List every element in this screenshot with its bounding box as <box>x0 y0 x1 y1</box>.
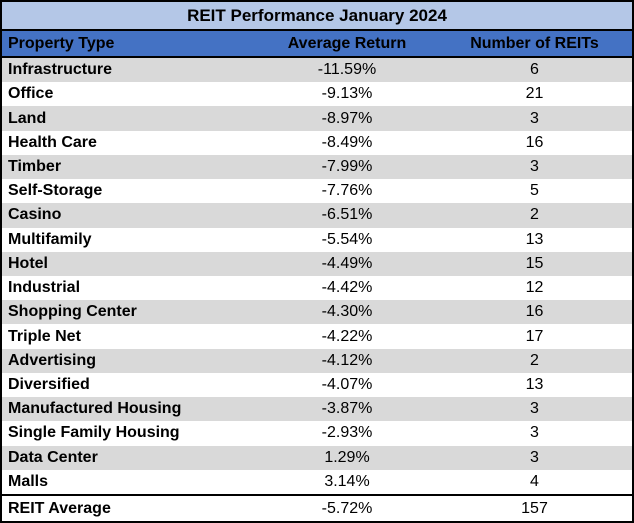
table-row: Multifamily -5.54% 13 <box>2 227 632 252</box>
table-row: Infrastructure -11.59% 6 <box>2 58 632 83</box>
reit-count-cell: 5 <box>530 182 539 200</box>
reit-count-cell: 3 <box>530 157 539 175</box>
table-footer-row: REIT Average -5.72% 157 <box>2 494 632 521</box>
footer-reit-count: 157 <box>521 499 548 517</box>
column-header-average-return: Average Return <box>287 34 407 52</box>
reit-count-cell: 3 <box>530 424 539 442</box>
table-title-text: REIT Performance January 2024 <box>187 5 447 25</box>
average-return-cell: 3.14% <box>324 472 370 490</box>
table-row: Timber -7.99% 3 <box>2 154 632 180</box>
reit-count-cell: 4 <box>530 472 539 490</box>
table-row: Health Care -8.49% 16 <box>2 130 632 155</box>
property-type-cell: Single Family Housing <box>8 424 180 442</box>
property-type-cell: Data Center <box>8 448 98 466</box>
property-type-cell: Malls <box>8 472 49 490</box>
table-row: Land -8.97% 3 <box>2 106 632 131</box>
property-type-cell: Shopping Center <box>8 303 137 321</box>
average-return-cell: -4.42% <box>321 279 373 297</box>
footer-average-return: -5.72% <box>321 499 373 517</box>
table-row: Manufactured Housing -3.87% 3 <box>2 397 632 422</box>
average-return-cell: -4.07% <box>321 375 373 393</box>
reit-count-cell: 16 <box>525 133 544 151</box>
table-header-row: Property Type Average Return Number of R… <box>2 31 632 58</box>
table-row: Self-Storage -7.76% 5 <box>2 179 632 204</box>
reit-count-cell: 2 <box>530 351 539 369</box>
property-type-cell: Manufactured Housing <box>8 400 182 418</box>
reit-count-cell: 6 <box>530 61 539 79</box>
average-return-cell: -4.49% <box>321 254 373 272</box>
table-row: Advertising -4.12% 2 <box>2 348 632 373</box>
property-type-cell: Health Care <box>8 133 97 151</box>
average-return-cell: -3.87% <box>321 400 373 418</box>
property-type-cell: Self-Storage <box>8 182 103 200</box>
average-return-cell: -11.59% <box>317 61 377 79</box>
table-body: Infrastructure -11.59% 6 Office -9.13% 2… <box>2 58 632 494</box>
average-return-cell: -4.12% <box>321 351 373 369</box>
property-type-cell: Multifamily <box>8 230 92 248</box>
table-row: Diversified -4.07% 13 <box>2 372 632 398</box>
property-type-cell: Industrial <box>8 279 81 297</box>
property-type-cell: Diversified <box>8 375 90 393</box>
property-type-cell: Advertising <box>8 351 97 369</box>
average-return-cell: -8.97% <box>321 109 373 127</box>
reit-count-cell: 2 <box>530 206 539 224</box>
average-return-cell: -9.13% <box>321 85 373 103</box>
property-type-cell: Timber <box>8 157 62 175</box>
property-type-cell: Casino <box>8 206 62 224</box>
table-row: Hotel -4.49% 15 <box>2 251 632 276</box>
reit-count-cell: 3 <box>530 109 539 127</box>
reit-count-cell: 15 <box>525 254 544 272</box>
reit-count-cell: 21 <box>525 85 544 103</box>
reit-count-cell: 17 <box>525 327 544 345</box>
reit-count-cell: 16 <box>525 303 544 321</box>
table-row: Malls 3.14% 4 <box>2 469 632 494</box>
average-return-cell: 1.29% <box>324 448 370 466</box>
table-row: Triple Net -4.22% 17 <box>2 324 632 349</box>
average-return-cell: -4.30% <box>321 303 373 321</box>
table-row: Single Family Housing -2.93% 3 <box>2 421 632 446</box>
table-row: Shopping Center -4.30% 16 <box>2 300 632 325</box>
table-row: Industrial -4.42% 12 <box>2 275 632 301</box>
footer-label: REIT Average <box>8 499 111 517</box>
property-type-cell: Infrastructure <box>8 61 113 79</box>
average-return-cell: -5.54% <box>321 230 373 248</box>
property-type-cell: Office <box>8 85 54 103</box>
table-title: REIT Performance January 2024 <box>2 2 632 31</box>
column-header-property-type: Property Type <box>8 34 115 52</box>
property-type-cell: Hotel <box>8 254 48 272</box>
table-row: Data Center 1.29% 3 <box>2 445 632 470</box>
average-return-cell: -7.99% <box>321 157 373 175</box>
reit-count-cell: 12 <box>525 279 544 297</box>
average-return-cell: -8.49% <box>321 133 373 151</box>
reit-count-cell: 3 <box>530 448 539 466</box>
average-return-cell: -2.93% <box>321 424 373 442</box>
reit-count-cell: 13 <box>525 230 544 248</box>
table-row: Office -9.13% 21 <box>2 82 632 107</box>
reit-count-cell: 13 <box>525 375 544 393</box>
property-type-cell: Land <box>8 109 47 127</box>
reit-count-cell: 3 <box>530 400 539 418</box>
average-return-cell: -7.76% <box>321 182 373 200</box>
table-row: Casino -6.51% 2 <box>2 203 632 228</box>
column-header-number-of-reits: Number of REITs <box>470 34 599 52</box>
average-return-cell: -6.51% <box>321 206 373 224</box>
property-type-cell: Triple Net <box>8 327 81 345</box>
average-return-cell: -4.22% <box>321 327 373 345</box>
